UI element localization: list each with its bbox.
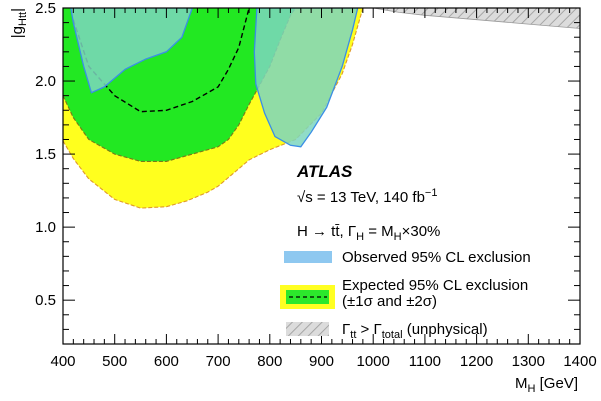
x-tick-label: 700 xyxy=(206,353,231,370)
legend-label-expected-bands: (±1σ and ±2σ) xyxy=(342,293,437,310)
observed-exclusion-region-4 xyxy=(253,8,359,148)
x-tick-label: 1200 xyxy=(460,353,493,370)
x-tick-label: 1400 xyxy=(563,353,596,370)
legend: Observed 95% CL exclusion Expected 95% C… xyxy=(280,249,531,341)
y-tick-label: 1.0 xyxy=(35,219,56,236)
y-tick-label: 0.5 xyxy=(35,292,56,309)
x-tick-label: 400 xyxy=(50,353,75,370)
atlas-label: ATLAS xyxy=(296,162,353,181)
x-tick-label: 1100 xyxy=(409,353,441,370)
legend-swatch-observed xyxy=(284,251,332,263)
x-tick-label: 500 xyxy=(102,353,127,370)
legend-label-expected: Expected 95% CL exclusion xyxy=(342,277,528,294)
y-tick-label: 2.0 xyxy=(35,73,56,90)
legend-label-unphysical: Γtt > Γtotal (unphysical) xyxy=(342,321,488,341)
x-axis-title: MH [GeV] xyxy=(515,375,578,395)
x-tick-label: 1000 xyxy=(357,353,390,370)
legend-swatch-expected-1sigma xyxy=(286,290,329,304)
x-tick-label: 1300 xyxy=(512,353,545,370)
energy-lumi-label: √s = 13 TeV, 140 fb−1 xyxy=(297,187,437,206)
process-label: H → tt̄, ΓH = MH×30% xyxy=(297,223,440,243)
y-tick-label: 1.5 xyxy=(35,146,56,163)
y-axis-title: |gHtt| xyxy=(9,8,29,38)
legend-swatch-unphysical xyxy=(286,322,329,336)
plot-regions xyxy=(63,8,580,209)
y-tick-label: 2.5 xyxy=(35,0,56,17)
legend-label-observed: Observed 95% CL exclusion xyxy=(342,249,531,266)
x-tick-label: 800 xyxy=(257,353,282,370)
x-tick-label: 600 xyxy=(154,353,179,370)
axis-ticks xyxy=(62,7,581,345)
observed-exclusion-region-3 xyxy=(70,8,193,94)
x-tick-label: 900 xyxy=(309,353,334,370)
axis-tick-labels: 400 500 600 700 800 900 1000 1100 1200 1300 1400 0.… xyxy=(35,0,597,370)
